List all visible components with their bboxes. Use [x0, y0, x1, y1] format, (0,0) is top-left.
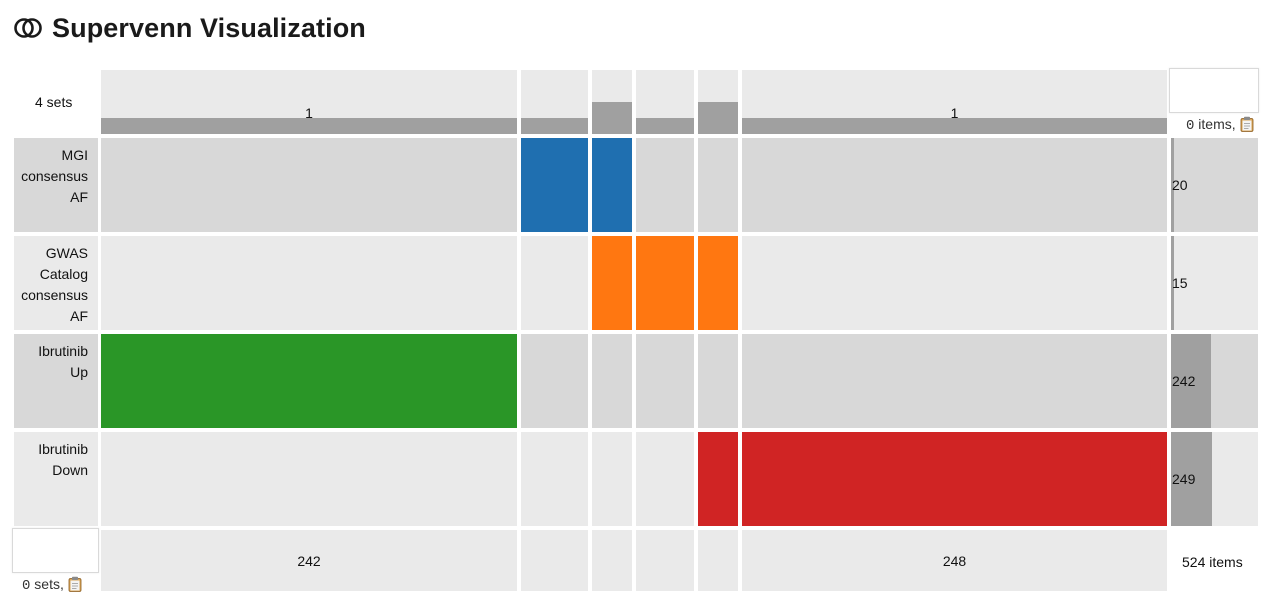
set-size-bar [1171, 334, 1211, 428]
chunk-size-cell[interactable] [698, 530, 738, 591]
membership-cell[interactable] [521, 236, 588, 330]
set-size-cell[interactable]: 20 [1171, 138, 1258, 232]
membership-cell[interactable] [636, 432, 694, 526]
set-label-cell[interactable]: GWAS Catalog consensus AF [14, 236, 98, 330]
set-size-bar [1171, 432, 1212, 526]
selected-items-count: 0 [1186, 118, 1195, 134]
membership-cell-filled[interactable] [742, 432, 1167, 526]
chunk-size-cell[interactable]: 248 [742, 530, 1167, 591]
set-size-bar [1171, 236, 1174, 330]
chunk-size-cell[interactable] [592, 530, 632, 591]
membership-cell[interactable] [636, 334, 694, 428]
page-header: Supervenn Visualization [14, 8, 366, 48]
membership-cell[interactable] [101, 236, 517, 330]
set-label: MGI consensus AF [21, 145, 88, 208]
set-label-line: Ibrutinib [38, 441, 88, 457]
set-label-line: AF [70, 189, 88, 205]
membership-cell[interactable] [101, 138, 517, 232]
set-size-label: 20 [1172, 177, 1188, 193]
page-title: Supervenn Visualization [52, 12, 366, 43]
chunk-degree-cell[interactable]: 1 [101, 70, 517, 134]
set-size-label: 249 [1172, 471, 1196, 487]
membership-cell[interactable] [636, 138, 694, 232]
total-items-label: 524 items [1182, 554, 1243, 570]
membership-cell[interactable] [742, 236, 1167, 330]
set-label-line: Ibrutinib [38, 343, 88, 359]
item-search-input[interactable] [1169, 68, 1259, 113]
chunk-degree-bar [101, 118, 517, 134]
set-label-line: Catalog [39, 266, 88, 282]
selected-sets-suffix: sets, [30, 576, 64, 592]
set-label-line: Up [70, 364, 88, 380]
clipboard-icon[interactable] [68, 576, 82, 592]
membership-cell-filled[interactable] [592, 138, 632, 232]
set-size-label: 15 [1172, 275, 1188, 291]
chunk-degree-cell[interactable]: 1 [742, 70, 1167, 134]
membership-cell-filled[interactable] [636, 236, 694, 330]
selected-items-status: 0 items, [1186, 116, 1254, 134]
set-label: Ibrutinib Up [38, 341, 88, 383]
chunk-size-cell[interactable]: 242 [101, 530, 517, 591]
selected-sets-count: 0 [22, 578, 31, 594]
membership-cell[interactable] [698, 334, 738, 428]
chunk-degree-cell[interactable] [636, 70, 694, 134]
chunk-degree-bar [521, 118, 588, 134]
selected-sets-status: 0 sets, [22, 576, 82, 594]
set-size-bar [1171, 138, 1174, 232]
chunk-degree-bar [698, 102, 738, 134]
chunk-degree-label: 1 [950, 105, 959, 121]
chunk-degree-bar [592, 102, 632, 134]
membership-cell[interactable] [521, 432, 588, 526]
set-label-cell[interactable]: Ibrutinib Down [14, 432, 98, 526]
chunk-size-label: 248 [942, 553, 967, 569]
set-label-cell[interactable]: Ibrutinib Up [14, 334, 98, 428]
set-label: Ibrutinib Down [38, 439, 88, 481]
chunk-size-cell[interactable] [636, 530, 694, 591]
set-size-cell[interactable]: 15 [1171, 236, 1258, 330]
clipboard-icon[interactable] [1240, 116, 1254, 132]
chunk-degree-cell[interactable] [521, 70, 588, 134]
set-label-line: AF [70, 308, 88, 324]
selected-items-suffix: items, [1194, 116, 1236, 132]
set-label: GWAS Catalog consensus AF [21, 243, 88, 327]
membership-cell-filled[interactable] [521, 138, 588, 232]
set-label-line: Down [52, 462, 88, 478]
set-label-line: GWAS [45, 245, 88, 261]
membership-cell[interactable] [742, 334, 1167, 428]
set-size-label: 242 [1172, 373, 1196, 389]
chunk-degree-bar [742, 118, 1167, 134]
set-size-cell[interactable]: 242 [1171, 334, 1258, 428]
membership-cell[interactable] [521, 334, 588, 428]
membership-cell-filled[interactable] [101, 334, 517, 428]
membership-cell-filled[interactable] [698, 432, 738, 526]
membership-cell[interactable] [592, 432, 632, 526]
set-label-cell[interactable]: MGI consensus AF [14, 138, 98, 232]
venn-circles-icon [14, 18, 42, 38]
chunk-size-cell[interactable] [521, 530, 588, 591]
set-size-cell[interactable]: 249 [1171, 432, 1258, 526]
membership-cell[interactable] [592, 334, 632, 428]
chunk-degree-cell[interactable] [698, 70, 738, 134]
membership-cell[interactable] [698, 138, 738, 232]
sets-count-label: 4 sets [35, 94, 73, 110]
set-label-line: consensus [21, 287, 88, 303]
set-label-line: consensus [21, 168, 88, 184]
membership-cell-filled[interactable] [698, 236, 738, 330]
chunk-degree-cell[interactable] [592, 70, 632, 134]
chunk-degree-bar [636, 118, 694, 134]
membership-cell-filled[interactable] [592, 236, 632, 330]
set-label-line: MGI [61, 147, 88, 163]
chunk-degree-label: 1 [305, 105, 313, 121]
membership-cell[interactable] [101, 432, 517, 526]
set-search-input[interactable] [12, 528, 99, 573]
chunk-size-label: 242 [297, 553, 321, 569]
membership-cell[interactable] [742, 138, 1167, 232]
